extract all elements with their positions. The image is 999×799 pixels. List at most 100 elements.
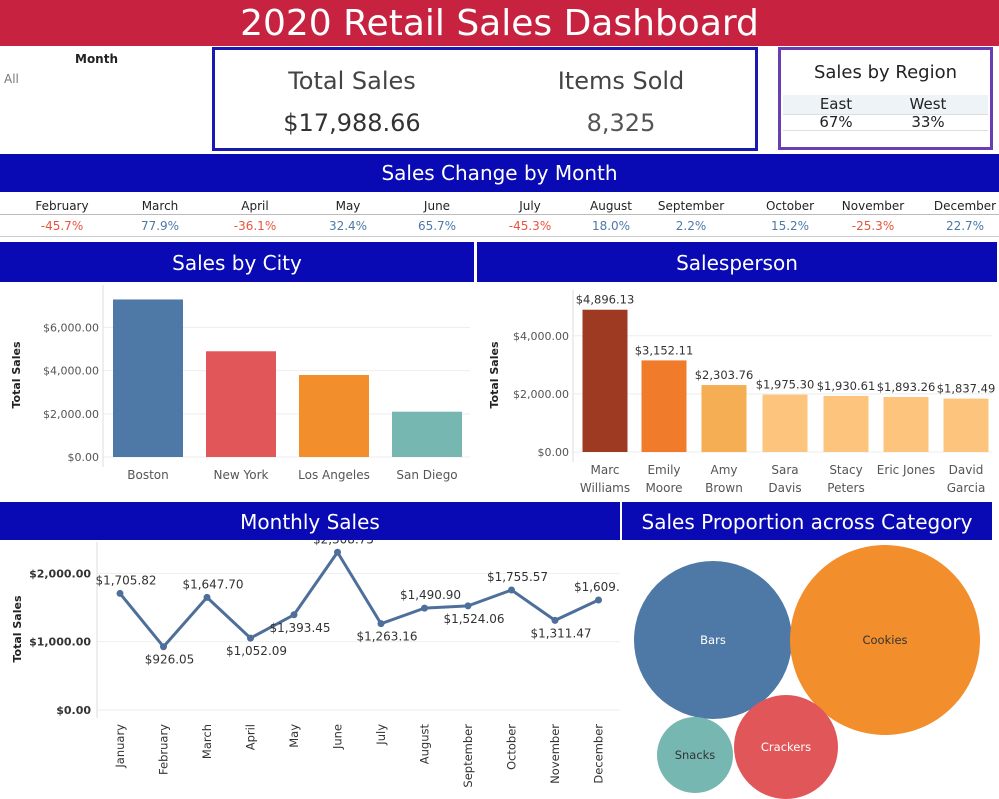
data-point	[160, 643, 167, 651]
month-change-label: June	[423, 199, 451, 213]
bar	[113, 299, 183, 457]
bar-value-label: $4,896.13	[576, 293, 635, 307]
region-header-west: West	[909, 95, 947, 113]
x-tick-label: August	[418, 724, 432, 765]
data-point	[464, 602, 472, 610]
x-tick-label: Boston	[127, 468, 168, 482]
bar	[392, 411, 462, 457]
x-tick-label: Davis	[768, 481, 801, 495]
month-change-value: 22.7%	[945, 219, 985, 233]
bar	[299, 375, 369, 457]
x-tick-label: February	[157, 724, 171, 775]
category-bubble	[734, 695, 838, 799]
x-tick-label: Amy	[711, 463, 738, 477]
category-bubble	[790, 545, 980, 735]
point-value-label: $1,490.90	[400, 588, 461, 602]
salesperson-header: Salesperson	[477, 242, 997, 282]
month-change-label: November	[841, 199, 905, 213]
data-point	[334, 548, 341, 556]
x-tick-label: October	[505, 724, 519, 770]
bar	[206, 351, 276, 457]
month-change-label: September	[657, 199, 725, 213]
y-tick-label: $6,000.00	[43, 322, 99, 335]
x-tick-label: Peters	[827, 481, 864, 495]
y-axis-title: Total Sales	[10, 341, 23, 408]
bar	[823, 395, 869, 452]
month-change-label: May	[335, 199, 361, 213]
month-change-label: October	[765, 199, 815, 213]
bar-value-label: $3,152.11	[635, 343, 694, 357]
y-tick-label: $4,000.00	[513, 330, 569, 343]
sales-change-table: February -45.7% March 77.9% April -36.1% May 32…	[0, 196, 999, 238]
x-tick-label: Eric Jones	[877, 463, 935, 477]
region-title: Sales by Region	[813, 62, 958, 83]
point-value-label: $1,705.82	[95, 573, 156, 587]
sales-by-city-header: Sales by City	[0, 242, 474, 282]
region-value-west: 33%	[911, 113, 945, 131]
point-value-label: $1,524.06	[443, 612, 504, 626]
bar-value-label: $1,837.49	[937, 382, 996, 396]
point-value-label: $1,052.09	[226, 644, 287, 658]
x-tick-label: November	[548, 724, 562, 784]
y-tick-label: $2,000.00	[29, 567, 91, 580]
bar-value-label: $1,930.61	[817, 379, 876, 393]
sales-change-header: Sales Change by Month	[0, 154, 999, 192]
y-tick-label: $4,000.00	[43, 365, 99, 378]
x-tick-label: Garcia	[947, 481, 986, 495]
point-value-label: $1,311.47	[530, 626, 591, 640]
data-point	[203, 593, 211, 601]
table-divider	[0, 214, 999, 215]
sales-by-city-chart: Total Sales $0.00 $2,000.00 $4,000.00 $6,000…	[10, 285, 470, 482]
bar	[582, 309, 628, 452]
x-tick-label: David	[949, 463, 984, 477]
monthly-sales-chart: Total Sales $0.00 $1,000.00 $2,000.00 $1,705…	[11, 540, 620, 788]
data-point	[377, 620, 385, 628]
point-value-label: $1,755.57	[487, 570, 548, 584]
x-tick-label: December	[592, 724, 606, 784]
region-value-east: 67%	[819, 113, 853, 131]
month-filter-value[interactable]: All	[4, 72, 19, 86]
category-bubble-label: Crackers	[761, 740, 811, 754]
salesperson-chart: Total Sales $0.00 $2,000.00 $4,000.00 $4,896…	[488, 290, 996, 495]
dashboard-title: 2020 Retail Sales Dashboard	[0, 0, 999, 46]
series-line	[118, 550, 600, 649]
data-point	[508, 586, 515, 594]
x-tick-label: Williams	[580, 481, 630, 495]
x-tick-label: July	[374, 724, 388, 746]
month-change-label: March	[141, 199, 179, 213]
y-tick-label: $0.00	[538, 446, 570, 459]
x-tick-label: June	[331, 724, 345, 750]
x-tick-label: Brown	[705, 481, 743, 495]
y-tick-label: $2,000.00	[513, 388, 569, 401]
category-proportion-header: Sales Proportion across Category	[622, 502, 992, 540]
month-change-value: 77.9%	[140, 219, 180, 233]
x-tick-label: New York	[214, 468, 269, 482]
x-tick-label: September	[461, 724, 475, 788]
bar-value-label: $2,303.76	[695, 368, 754, 382]
month-change-label: April	[241, 199, 269, 213]
bar-value-label: $1,975.30	[756, 378, 815, 392]
month-filter[interactable]: Month All	[0, 52, 200, 102]
total-sales-label: Total Sales	[288, 67, 416, 95]
data-point	[551, 616, 559, 624]
bar	[641, 360, 687, 452]
x-tick-label: Emily	[647, 463, 680, 477]
category-bubble-chart: Bars Cookies Snacks Crackers	[634, 545, 980, 799]
month-change-value: -45.7%	[40, 219, 84, 233]
category-bubble	[657, 717, 733, 793]
data-point	[247, 634, 254, 642]
region-header-east: East	[819, 95, 853, 113]
bar	[762, 394, 808, 452]
x-tick-label: March	[200, 724, 214, 759]
month-change-value: -36.1%	[233, 219, 277, 233]
point-value-label: $2,308.75	[313, 540, 374, 546]
bar	[883, 396, 929, 452]
region-value-row: 67% 33%	[783, 113, 988, 131]
month-change-value: 65.7%	[417, 219, 457, 233]
point-value-label: $1,263.16	[356, 630, 417, 644]
category-bubble-label: Snacks	[675, 748, 716, 762]
items-sold-kpi: Items Sold 8,325	[511, 67, 731, 137]
month-change-label: December	[933, 199, 997, 213]
y-tick-label: $0.00	[68, 451, 100, 464]
data-point	[421, 604, 428, 612]
